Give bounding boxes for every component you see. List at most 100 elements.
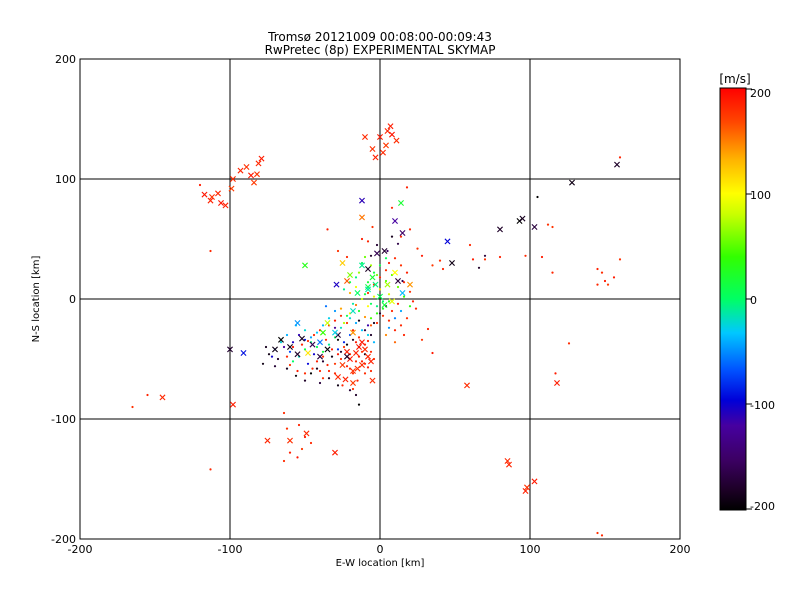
x-marker-point <box>339 260 346 266</box>
x-marker-point <box>389 298 395 305</box>
dot-marker-point <box>357 319 361 322</box>
x-marker-point <box>369 274 376 281</box>
x-marker-point <box>522 488 529 494</box>
dot-marker-point <box>333 326 337 329</box>
dot-marker-point <box>333 362 337 365</box>
dot-marker-point <box>264 345 268 349</box>
dot-marker-point <box>405 317 409 320</box>
dot-marker-point <box>312 353 316 356</box>
scatter-marks <box>131 123 622 537</box>
dot-marker-point <box>351 329 355 332</box>
dot-marker-point <box>381 314 385 317</box>
colorbar-tick-label: 200 <box>750 87 771 100</box>
dot-marker-point <box>363 329 367 332</box>
dot-marker-point <box>540 255 544 259</box>
colorbar-tick-label: 0 <box>750 294 757 307</box>
dot-marker-point <box>431 351 434 355</box>
x-marker-point <box>531 224 538 230</box>
dot-marker-point <box>402 281 406 284</box>
dot-marker-point <box>282 411 286 415</box>
x-marker-point <box>374 250 380 257</box>
x-marker-point <box>372 281 379 288</box>
dot-marker-point <box>375 273 379 277</box>
dot-marker-point <box>291 345 295 349</box>
dot-marker-point <box>348 291 352 295</box>
dot-marker-point <box>396 302 400 305</box>
x-tick-label: 0 <box>377 543 384 556</box>
dot-marker-point <box>387 261 391 265</box>
dot-marker-point <box>393 329 397 332</box>
dot-marker-point <box>315 345 319 349</box>
dot-marker-point <box>339 326 343 329</box>
x-marker-point <box>368 358 374 365</box>
dot-marker-point <box>396 285 400 289</box>
x-marker-point <box>248 172 254 179</box>
dot-marker-point <box>596 531 599 535</box>
x-marker-point <box>354 290 361 296</box>
x-marker-point <box>524 484 530 491</box>
dot-marker-point <box>354 285 358 289</box>
x-marker-point <box>359 362 365 368</box>
dot-marker-point <box>345 343 349 346</box>
x-marker-point <box>365 286 371 293</box>
dot-marker-point <box>369 302 373 305</box>
dot-marker-point <box>375 321 379 325</box>
dot-marker-point <box>288 451 292 454</box>
y-tick-label: -200 <box>51 533 76 546</box>
dot-marker-point <box>285 355 289 358</box>
dot-marker-point <box>339 307 343 310</box>
x-marker-point <box>342 376 349 383</box>
dot-marker-point <box>296 456 299 459</box>
y-tick-label: 100 <box>55 173 76 186</box>
dot-marker-point <box>330 355 334 358</box>
x-marker-point <box>324 346 331 353</box>
y-tick-label: -100 <box>51 413 76 426</box>
dot-marker-point <box>306 339 310 343</box>
dot-marker-point <box>303 372 307 375</box>
dot-marker-point <box>282 345 286 349</box>
dot-marker-point <box>375 312 379 315</box>
x-marker-point <box>258 155 265 162</box>
dot-marker-point <box>369 369 373 373</box>
x-marker-point <box>299 335 305 342</box>
dot-marker-point <box>498 255 502 259</box>
dot-marker-point <box>306 362 310 365</box>
x-marker-point <box>353 350 359 356</box>
dot-marker-point <box>387 319 391 322</box>
x-marker-point <box>449 260 455 266</box>
x-marker-point <box>392 269 398 276</box>
x-marker-point <box>354 365 361 372</box>
dot-marker-point <box>336 348 340 351</box>
dot-marker-point <box>354 276 358 279</box>
dot-marker-point <box>321 355 325 358</box>
x-marker-point <box>228 185 235 192</box>
dot-marker-point <box>402 295 406 298</box>
colorbar-label: [m/s] <box>719 72 750 86</box>
x-marker-point <box>347 272 353 278</box>
dot-marker-point <box>372 341 376 344</box>
dot-marker-point <box>354 321 358 325</box>
dot-marker-point <box>324 305 328 308</box>
dot-marker-point <box>366 291 370 295</box>
dot-marker-point <box>285 427 289 430</box>
dot-marker-point <box>288 363 292 367</box>
dot-marker-point <box>393 317 397 320</box>
x-marker-point <box>387 123 394 130</box>
x-marker-point <box>372 154 379 161</box>
dot-marker-point <box>393 341 397 344</box>
dot-marker-point <box>336 338 340 341</box>
dot-marker-point <box>375 305 379 308</box>
dot-marker-point <box>342 341 346 344</box>
dot-marker-point <box>396 242 400 245</box>
dot-marker-point <box>375 243 379 247</box>
x-marker-point <box>614 161 620 168</box>
x-marker-point <box>317 353 323 360</box>
dot-marker-point <box>399 235 403 238</box>
x-marker-point <box>531 478 538 485</box>
dot-marker-point <box>303 379 307 382</box>
dot-marker-point <box>393 257 397 260</box>
dot-marker-point <box>351 302 355 305</box>
dot-marker-point <box>291 360 295 363</box>
dot-marker-point <box>348 317 352 320</box>
dot-marker-point <box>600 534 604 537</box>
